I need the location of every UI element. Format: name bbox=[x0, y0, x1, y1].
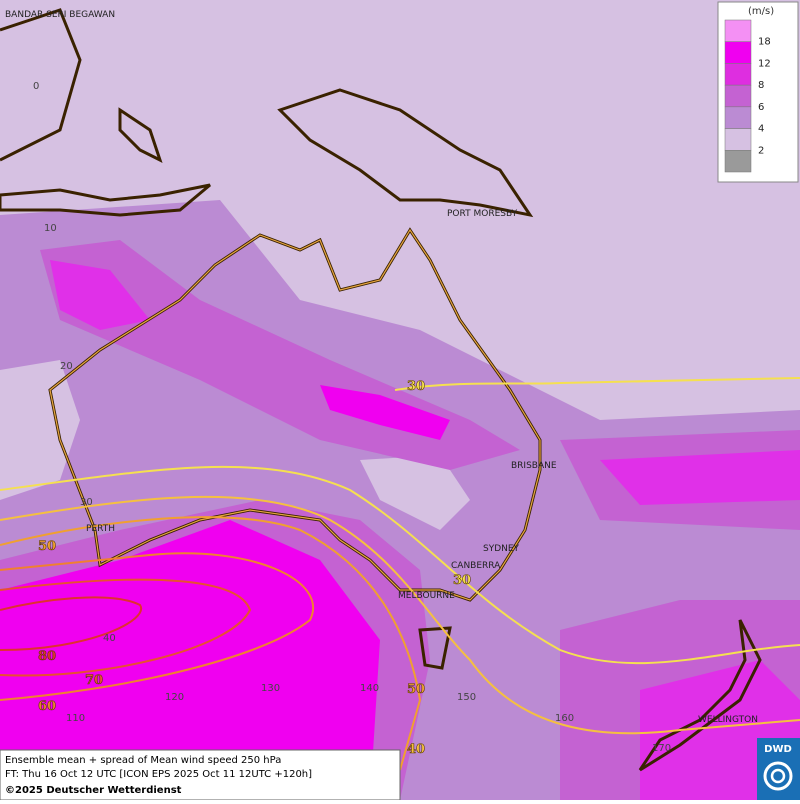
contour-label: 80 bbox=[38, 649, 56, 664]
lat-label: 0 bbox=[33, 81, 39, 92]
legend-swatch bbox=[724, 106, 752, 129]
legend-tick-label: 6 bbox=[758, 102, 764, 113]
legend-tick-label: 4 bbox=[758, 124, 764, 135]
spread-region bbox=[0, 360, 80, 500]
lon-label: 160 bbox=[555, 713, 574, 724]
logo-icon bbox=[770, 768, 786, 784]
contour-label: 30 bbox=[407, 379, 425, 394]
city-label: SYDNEY bbox=[483, 544, 520, 554]
contour bbox=[0, 578, 252, 677]
contour-label: 60 bbox=[38, 699, 56, 714]
legend-tick-label: 8 bbox=[758, 80, 764, 91]
lon-label: 170 bbox=[652, 743, 671, 754]
coastline bbox=[0, 8, 762, 772]
logo-text: DWD bbox=[764, 744, 792, 755]
logo-icon bbox=[763, 761, 793, 791]
legend-tick-label: 2 bbox=[758, 145, 764, 156]
legend: (m/s) 18 12 8 6 4 2 bbox=[717, 1, 799, 183]
city-label: BRISBANE bbox=[511, 461, 557, 471]
contour-label: 50 bbox=[407, 682, 425, 697]
contour bbox=[0, 495, 800, 735]
city-label: PERTH bbox=[86, 524, 115, 534]
legend-swatch bbox=[724, 41, 752, 64]
lat-label: 40 bbox=[103, 633, 116, 644]
spread-region bbox=[0, 520, 380, 800]
lon-label: 110 bbox=[66, 713, 85, 724]
legend-swatch bbox=[724, 19, 752, 42]
legend-swatch bbox=[724, 150, 752, 173]
contour-label: 30 bbox=[453, 573, 471, 588]
legend-swatch bbox=[724, 63, 752, 86]
city-label: CANBERRA bbox=[451, 561, 501, 571]
legend-swatch bbox=[724, 84, 752, 108]
contour-label: 50 bbox=[38, 539, 56, 554]
lat-label: 20 bbox=[60, 361, 73, 372]
city-label: MELBOURNE bbox=[398, 591, 455, 601]
legend-unit: (m/s) bbox=[748, 6, 774, 17]
contour bbox=[394, 377, 800, 391]
lat-label: 30 bbox=[80, 497, 93, 508]
contour bbox=[0, 465, 800, 665]
city-label: BANDAR SERI BEGAWAN bbox=[5, 10, 115, 20]
footer-text: Ensemble mean + spread of Mean wind spee… bbox=[5, 755, 281, 766]
lon-label: 130 bbox=[261, 683, 280, 694]
spread-region bbox=[320, 385, 450, 440]
contour bbox=[0, 552, 314, 701]
footer-text: FT: Thu 16 Oct 12 UTC [ICON EPS 2025 Oct… bbox=[5, 769, 312, 780]
spread-region bbox=[360, 455, 470, 530]
legend-tick-label: 12 bbox=[758, 58, 771, 69]
footer-text: ©2025 Deutscher Wetterdienst bbox=[5, 785, 182, 796]
coastline bbox=[49, 228, 541, 601]
lat-label: 10 bbox=[44, 223, 57, 234]
contour bbox=[0, 596, 143, 651]
legend-tick-label: 18 bbox=[758, 37, 771, 48]
contour-label: 40 bbox=[407, 742, 425, 757]
lon-label: 140 bbox=[360, 683, 379, 694]
spread-region bbox=[600, 450, 800, 505]
lon-label: 150 bbox=[457, 692, 476, 703]
contour bbox=[0, 516, 422, 771]
footer-box bbox=[0, 749, 401, 801]
city-label: PORT MORESBY bbox=[447, 209, 518, 219]
contour-label: 70 bbox=[85, 673, 103, 688]
city-label: WELLINGTON bbox=[698, 715, 758, 725]
legend-swatch bbox=[724, 128, 752, 151]
spread-region bbox=[50, 260, 150, 330]
lon-label: 120 bbox=[165, 692, 184, 703]
